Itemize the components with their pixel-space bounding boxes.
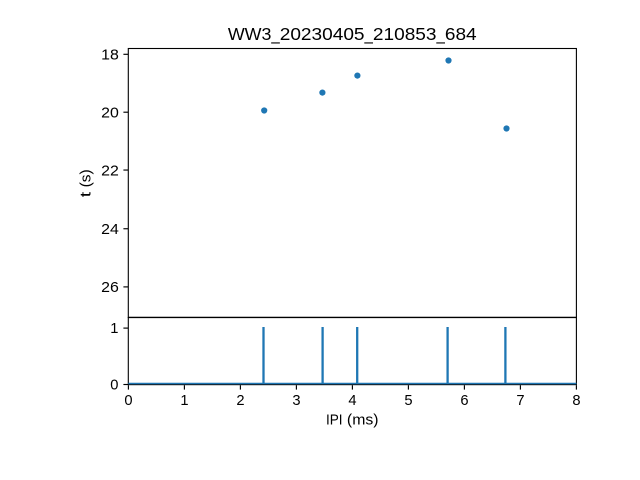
svg-text:7: 7: [516, 393, 524, 409]
svg-text:20230405: 20230405: [280, 24, 365, 44]
svg-text:8: 8: [572, 393, 580, 409]
svg-text:6: 6: [460, 393, 468, 409]
svg-text:(s): (s): [78, 169, 94, 187]
svg-text:22: 22: [101, 163, 119, 179]
svg-text:18: 18: [101, 47, 119, 63]
svg-text:26: 26: [101, 280, 119, 296]
svg-text:IPI: IPI: [326, 412, 343, 428]
svg-text:WW3: WW3: [228, 24, 272, 44]
svg-text:210853: 210853: [373, 24, 437, 44]
svg-text:t: t: [78, 192, 94, 197]
svg-text:1: 1: [180, 393, 188, 409]
svg-text:684: 684: [445, 24, 477, 44]
svg-text:3: 3: [292, 393, 300, 409]
svg-text:2: 2: [236, 393, 244, 409]
svg-text:0: 0: [110, 378, 118, 394]
svg-text:_: _: [271, 24, 281, 45]
svg-text:20: 20: [101, 105, 119, 121]
svg-text:_: _: [364, 24, 374, 45]
svg-text:1: 1: [110, 321, 118, 337]
svg-text:(ms): (ms): [347, 412, 379, 428]
svg-text:5: 5: [404, 393, 412, 409]
svg-text:0: 0: [124, 393, 132, 409]
svg-text:4: 4: [348, 393, 356, 409]
svg-text:_: _: [436, 24, 446, 45]
svg-text:24: 24: [101, 222, 119, 238]
